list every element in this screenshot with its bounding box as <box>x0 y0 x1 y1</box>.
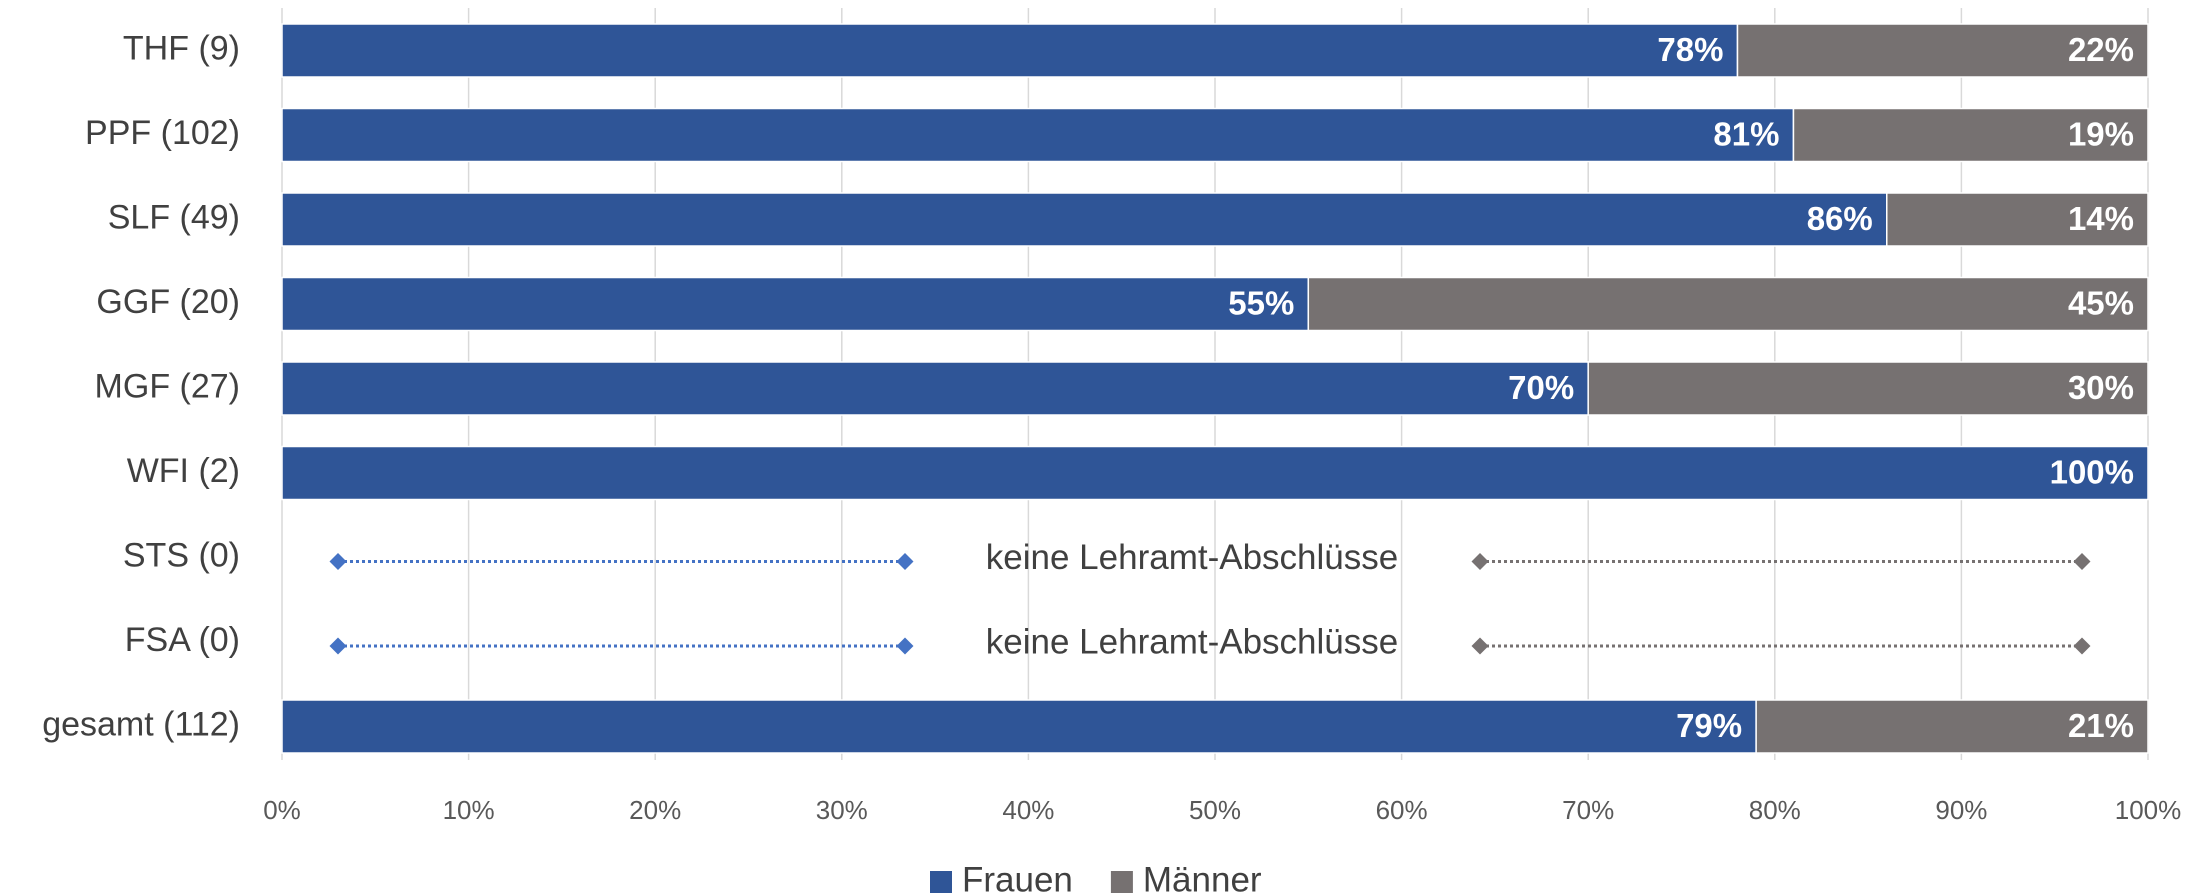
data-label: 14% <box>2068 200 2134 237</box>
annotation: keine Lehramt-Abschlüsse <box>986 538 1398 577</box>
data-label: 55% <box>1228 285 1294 322</box>
x-tick-label: 100% <box>2115 795 2182 825</box>
legend-label: Männer <box>1143 860 1262 894</box>
data-label: 70% <box>1508 369 1574 406</box>
bar-segment <box>1736 23 2149 78</box>
legend-swatch <box>930 871 952 893</box>
data-label: 78% <box>1657 31 1723 68</box>
bar-segment <box>1755 699 2149 754</box>
data-label: 45% <box>2068 285 2134 322</box>
diamond <box>2073 637 2091 655</box>
x-tick-label: 0% <box>263 795 301 825</box>
x-tick-label: 20% <box>629 795 681 825</box>
x-tick-label: 90% <box>1935 795 1987 825</box>
y-tick-label: THF (9) <box>123 29 240 67</box>
y-tick-label: gesamt (112) <box>42 705 240 743</box>
diamond <box>329 637 347 655</box>
bar-segment <box>281 192 1888 247</box>
y-tick-label: SLF (49) <box>108 198 240 236</box>
data-label: 22% <box>2068 31 2134 68</box>
x-tick-label: 60% <box>1376 795 1428 825</box>
x-tick-label: 10% <box>443 795 495 825</box>
y-tick-label: PPF (102) <box>85 114 240 152</box>
diamond <box>329 553 347 570</box>
x-tick-label: 30% <box>816 795 868 825</box>
bar-segment <box>1587 361 2149 416</box>
y-tick-label: MGF (27) <box>95 367 240 405</box>
data-label: 86% <box>1807 200 1873 237</box>
data-label: 100% <box>2050 454 2134 491</box>
x-tick-label: 70% <box>1562 795 1614 825</box>
bar-segment <box>281 361 1589 416</box>
x-tick-label: 80% <box>1749 795 1801 825</box>
bar-segment <box>1307 276 2149 332</box>
y-tick-label: WFI (2) <box>127 452 240 490</box>
diamond <box>1471 637 1489 655</box>
data-label: 30% <box>2068 369 2134 406</box>
legend-swatch <box>1110 871 1133 893</box>
bar-segment <box>281 276 1310 332</box>
diamond <box>2073 553 2091 570</box>
bar-segment <box>1792 107 2149 163</box>
bar-segment <box>281 23 1739 78</box>
legend-label: Frauen <box>962 860 1073 894</box>
y-tick-label: FSA (0) <box>125 621 240 659</box>
diamond <box>1471 553 1489 570</box>
diamond <box>896 637 914 655</box>
x-tick-label: 40% <box>1002 795 1054 825</box>
bar-segment <box>281 107 1795 163</box>
bar-segment <box>281 445 2149 501</box>
bar-segment <box>1886 192 2149 247</box>
bar-segment <box>281 699 1757 754</box>
data-label: 19% <box>2068 116 2134 153</box>
diamond <box>896 553 914 570</box>
x-tick-label: 50% <box>1189 795 1241 825</box>
annotation: keine Lehramt-Abschlüsse <box>986 622 1398 661</box>
data-label: 21% <box>2068 707 2134 744</box>
y-tick-label: GGF (20) <box>96 283 240 321</box>
data-label: 79% <box>1676 707 1742 744</box>
y-tick-label: STS (0) <box>123 536 240 574</box>
data-label: 81% <box>1713 116 1779 153</box>
